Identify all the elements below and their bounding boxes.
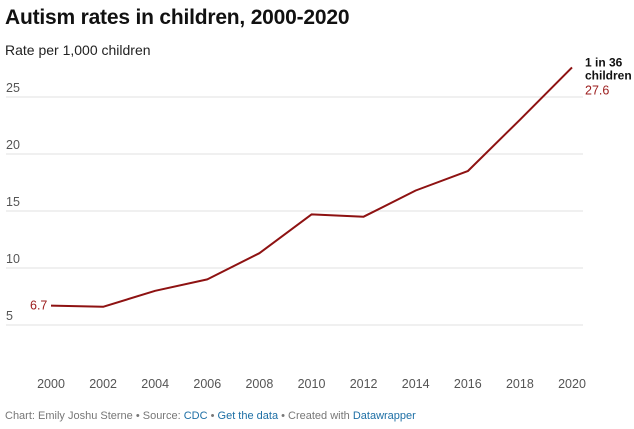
footer-credit: Chart: Emily Joshu Sterne • Source: <box>5 410 184 422</box>
x-axis-ticks: 2000 2002 2004 2006 2008 2010 2012 2014 2016 2018… <box>37 377 586 391</box>
y-tick-label-20: 20 <box>6 138 20 152</box>
end-annotation-line2: children <box>585 68 632 82</box>
series-layer <box>50 66 573 308</box>
source-link[interactable]: CDC <box>183 410 208 422</box>
gridlines <box>6 96 583 326</box>
y-tick-label-15: 15 <box>6 195 20 209</box>
x-tick-label-2006: 2006 <box>193 377 221 391</box>
x-tick-label-2018: 2018 <box>506 377 534 391</box>
y-tick-label-25: 25 <box>6 81 20 95</box>
x-tick-label-2020: 2020 <box>558 377 586 391</box>
x-tick-label-2016: 2016 <box>454 377 482 391</box>
chart-footer: Chart: Emily Joshu Sterne • Source: CDC … <box>5 410 416 422</box>
end-annotation-line1: 1 in 36 <box>585 55 623 69</box>
x-tick-label-2002: 2002 <box>89 377 117 391</box>
x-tick-label-2012: 2012 <box>350 377 378 391</box>
get-data-link[interactable]: Get the data <box>217 410 279 422</box>
y-axis-ticks: 5 10 15 20 25 <box>6 81 20 323</box>
chart-subtitle: Rate per 1,000 children <box>5 42 151 58</box>
datawrapper-link[interactable]: Datawrapper <box>352 410 416 422</box>
x-tick-label-2008: 2008 <box>245 377 273 391</box>
start-value-label: 6.7 <box>30 299 47 313</box>
x-tick-label-2000: 2000 <box>37 377 65 391</box>
chart-title: Autism rates in children, 2000-2020 <box>5 6 350 29</box>
x-tick-label-2010: 2010 <box>298 377 326 391</box>
footer-created-with: • Created with <box>278 410 353 422</box>
end-value-label: 27.6 <box>585 83 609 97</box>
x-tick-label-2004: 2004 <box>141 377 169 391</box>
series-line-0 <box>50 66 573 308</box>
x-tick-label-2014: 2014 <box>402 377 430 391</box>
footer-separator: • <box>207 410 218 422</box>
y-tick-label-5: 5 <box>6 309 13 323</box>
y-tick-label-10: 10 <box>6 252 20 266</box>
